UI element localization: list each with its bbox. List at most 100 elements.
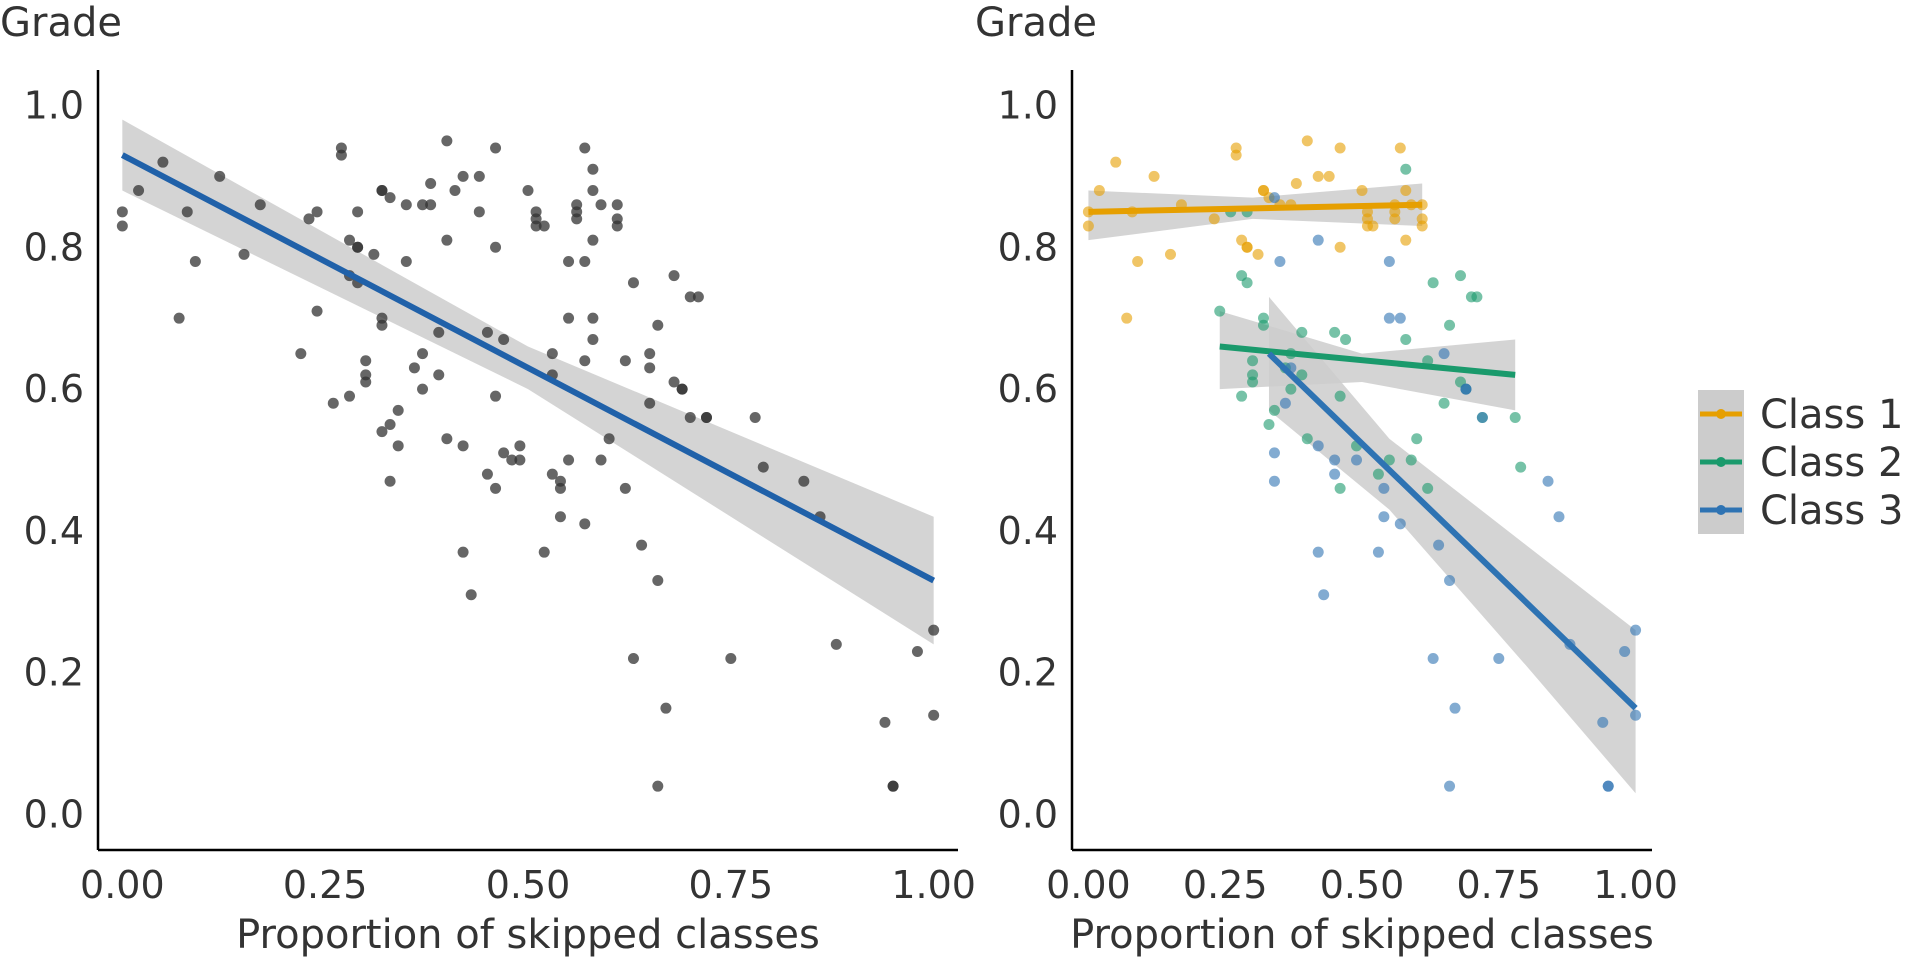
data-point bbox=[1471, 291, 1483, 303]
data-point bbox=[1394, 142, 1406, 154]
data-point bbox=[376, 312, 388, 324]
data-point bbox=[1400, 234, 1412, 246]
data-point bbox=[879, 716, 891, 728]
legend-label: Class 2 bbox=[1760, 440, 1903, 486]
data-point bbox=[1164, 248, 1176, 260]
fit-line bbox=[1266, 351, 1638, 711]
data-point bbox=[376, 185, 388, 197]
data-point bbox=[384, 419, 396, 431]
data-point bbox=[1542, 475, 1554, 487]
data-point bbox=[400, 255, 412, 267]
data-point bbox=[425, 199, 437, 211]
data-point bbox=[538, 220, 550, 232]
y-tick-label: 0.0 bbox=[998, 793, 1058, 837]
data-point bbox=[417, 199, 429, 211]
x-tick-label: 1.00 bbox=[891, 863, 976, 907]
data-point bbox=[619, 355, 631, 367]
x-tick-label: 0.50 bbox=[486, 863, 571, 907]
data-point bbox=[1329, 454, 1341, 466]
confidence-band bbox=[1268, 296, 1636, 794]
data-point bbox=[1296, 326, 1308, 338]
data-point bbox=[1416, 220, 1428, 232]
data-point bbox=[554, 475, 566, 487]
data-point bbox=[1268, 192, 1280, 204]
y-tick-label: 0.4 bbox=[24, 509, 84, 553]
data-point bbox=[441, 433, 453, 445]
legend-key-point bbox=[1716, 505, 1726, 515]
data-point bbox=[1312, 170, 1324, 182]
data-point bbox=[579, 355, 591, 367]
data-point bbox=[1454, 270, 1466, 282]
data-point bbox=[1247, 369, 1259, 381]
data-point bbox=[1433, 539, 1445, 551]
data-point bbox=[392, 440, 404, 452]
data-point bbox=[133, 185, 145, 197]
data-point bbox=[481, 468, 493, 480]
data-point bbox=[1444, 575, 1456, 587]
data-point bbox=[1383, 312, 1395, 324]
data-point bbox=[116, 220, 128, 232]
x-tick-labels-left: 0.00 0.25 0.50 0.75 1.00 bbox=[80, 863, 976, 907]
data-point bbox=[457, 440, 469, 452]
data-point bbox=[928, 624, 940, 636]
data-point bbox=[514, 440, 526, 452]
data-point bbox=[1148, 170, 1160, 182]
data-point bbox=[514, 454, 526, 466]
y-tick-label: 1.0 bbox=[24, 83, 84, 127]
data-point bbox=[1422, 482, 1434, 494]
data-point bbox=[1378, 511, 1390, 523]
data-point bbox=[579, 255, 591, 267]
data-point bbox=[587, 163, 599, 175]
data-point bbox=[392, 404, 404, 416]
data-point bbox=[1230, 142, 1242, 154]
data-point bbox=[579, 142, 591, 154]
fit-line bbox=[120, 152, 936, 584]
data-point bbox=[368, 248, 380, 260]
data-point bbox=[1279, 397, 1291, 409]
y-tick-label: 0.8 bbox=[24, 225, 84, 269]
data-point bbox=[928, 709, 940, 721]
data-point bbox=[1509, 411, 1521, 423]
data-point bbox=[1400, 185, 1412, 197]
y-axis-title-left: Grade bbox=[0, 0, 122, 46]
data-point bbox=[798, 475, 810, 487]
confidence-band bbox=[1088, 183, 1423, 241]
data-point bbox=[311, 206, 323, 218]
data-point bbox=[1268, 447, 1280, 459]
y-tick-label: 0.2 bbox=[24, 651, 84, 695]
fit-line bbox=[1219, 343, 1516, 378]
x-tick-label: 0.25 bbox=[1183, 863, 1268, 907]
data-point bbox=[473, 170, 485, 182]
data-point bbox=[189, 255, 201, 267]
data-point bbox=[579, 518, 591, 530]
legend-label: Class 1 bbox=[1760, 392, 1903, 438]
data-point bbox=[1602, 780, 1614, 792]
fit-line-layer bbox=[1088, 201, 1638, 711]
data-point bbox=[684, 411, 696, 423]
data-point bbox=[1405, 454, 1417, 466]
data-point bbox=[563, 454, 575, 466]
data-point bbox=[1290, 177, 1302, 189]
y-tick-label: 1.0 bbox=[998, 83, 1058, 127]
data-point bbox=[1340, 333, 1352, 345]
y-tick-label: 0.2 bbox=[998, 651, 1058, 695]
data-point bbox=[725, 653, 737, 665]
data-point bbox=[303, 213, 315, 225]
data-point bbox=[1312, 234, 1324, 246]
data-point bbox=[490, 142, 502, 154]
data-point bbox=[1515, 461, 1527, 473]
data-point bbox=[546, 468, 558, 480]
data-point bbox=[611, 199, 623, 211]
data-point bbox=[1258, 312, 1270, 324]
data-point bbox=[652, 780, 664, 792]
data-point bbox=[1214, 305, 1226, 317]
data-point bbox=[1427, 653, 1439, 665]
data-point bbox=[1301, 433, 1313, 445]
x-tick-label: 0.00 bbox=[80, 863, 165, 907]
data-point bbox=[911, 645, 923, 657]
data-point bbox=[1241, 241, 1253, 253]
data-point bbox=[1389, 213, 1401, 225]
data-point bbox=[1383, 255, 1395, 267]
data-point bbox=[1334, 482, 1346, 494]
data-point bbox=[1312, 440, 1324, 452]
